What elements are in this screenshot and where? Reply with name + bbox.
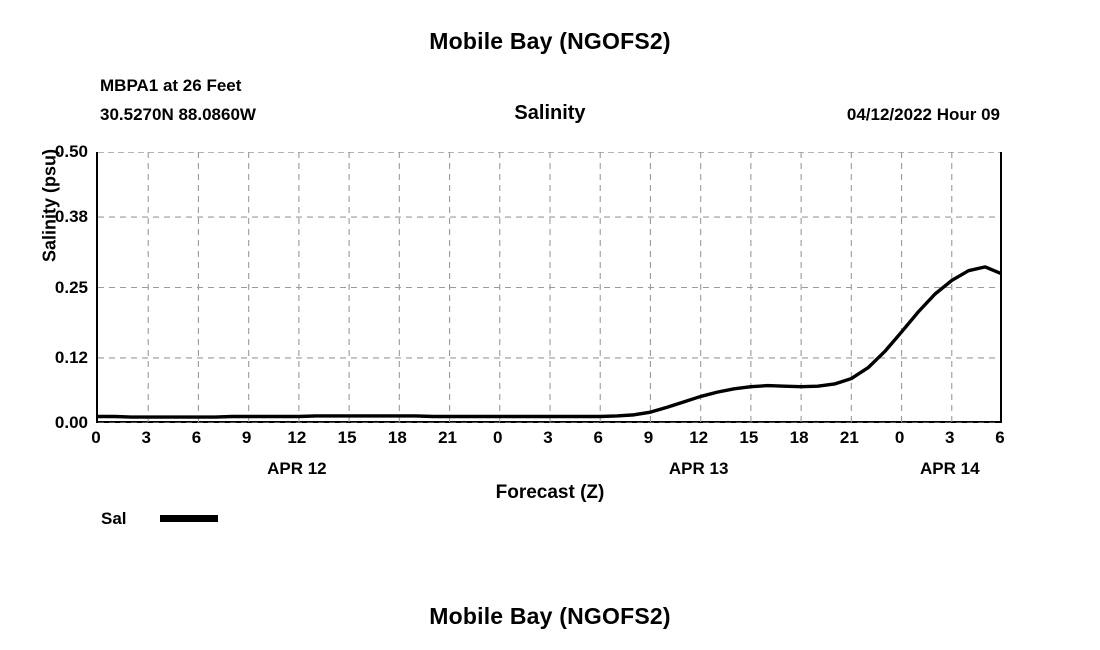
x-tick-label: 6	[995, 428, 1005, 447]
x-tick-label: 3	[543, 428, 553, 447]
chart-subtitle: Salinity	[514, 102, 586, 124]
x-tick-label: 3	[141, 428, 151, 447]
x-tick-label: 6	[593, 428, 603, 447]
page-title-bottom: Mobile Bay (NGOFS2)	[429, 603, 671, 629]
station-name: MBPA1 at 26 Feet	[100, 76, 242, 95]
plot-canvas	[98, 152, 1002, 423]
day-label: APR 13	[668, 459, 729, 478]
y-tick-label: 0.25	[54, 277, 88, 297]
day-label: APR 12	[267, 459, 327, 478]
x-tick-label: 21	[438, 428, 458, 447]
x-tick-label: 9	[241, 428, 252, 447]
x-tick-label: 12	[689, 428, 709, 447]
model-run-timestamp: 04/12/2022 Hour 09	[846, 105, 1000, 124]
x-tick-label: 0	[894, 428, 905, 447]
station-coordinates: 30.5270N 88.0860W	[100, 105, 256, 124]
day-label: APR 14	[920, 459, 980, 478]
x-tick-label: 18	[789, 428, 809, 447]
x-tick-label: 12	[287, 428, 307, 447]
x-tick-label: 6	[191, 428, 202, 447]
x-tick-label: 0	[493, 428, 503, 447]
y-tick-label: 0.00	[54, 413, 88, 432]
x-tick-label: 15	[739, 428, 759, 447]
page-title-top: Mobile Bay (NGOFS2)	[429, 28, 671, 54]
x-tick-label: 18	[387, 428, 407, 447]
x-tick-label: 0	[91, 428, 101, 447]
x-tick-label: 21	[839, 428, 859, 447]
y-tick-label: 0.38	[54, 207, 88, 227]
x-axis-label: Forecast (Z)	[495, 482, 605, 503]
x-tick-label: 15	[337, 428, 357, 447]
legend-label: Sal	[101, 509, 127, 528]
y-tick-label: 0.12	[54, 347, 88, 367]
x-tick-label: 9	[643, 428, 654, 447]
plot-area	[96, 152, 1002, 423]
y-tick-label: 0.50	[54, 142, 88, 161]
legend-swatch-sal	[160, 515, 218, 522]
x-tick-label: 3	[945, 428, 955, 447]
